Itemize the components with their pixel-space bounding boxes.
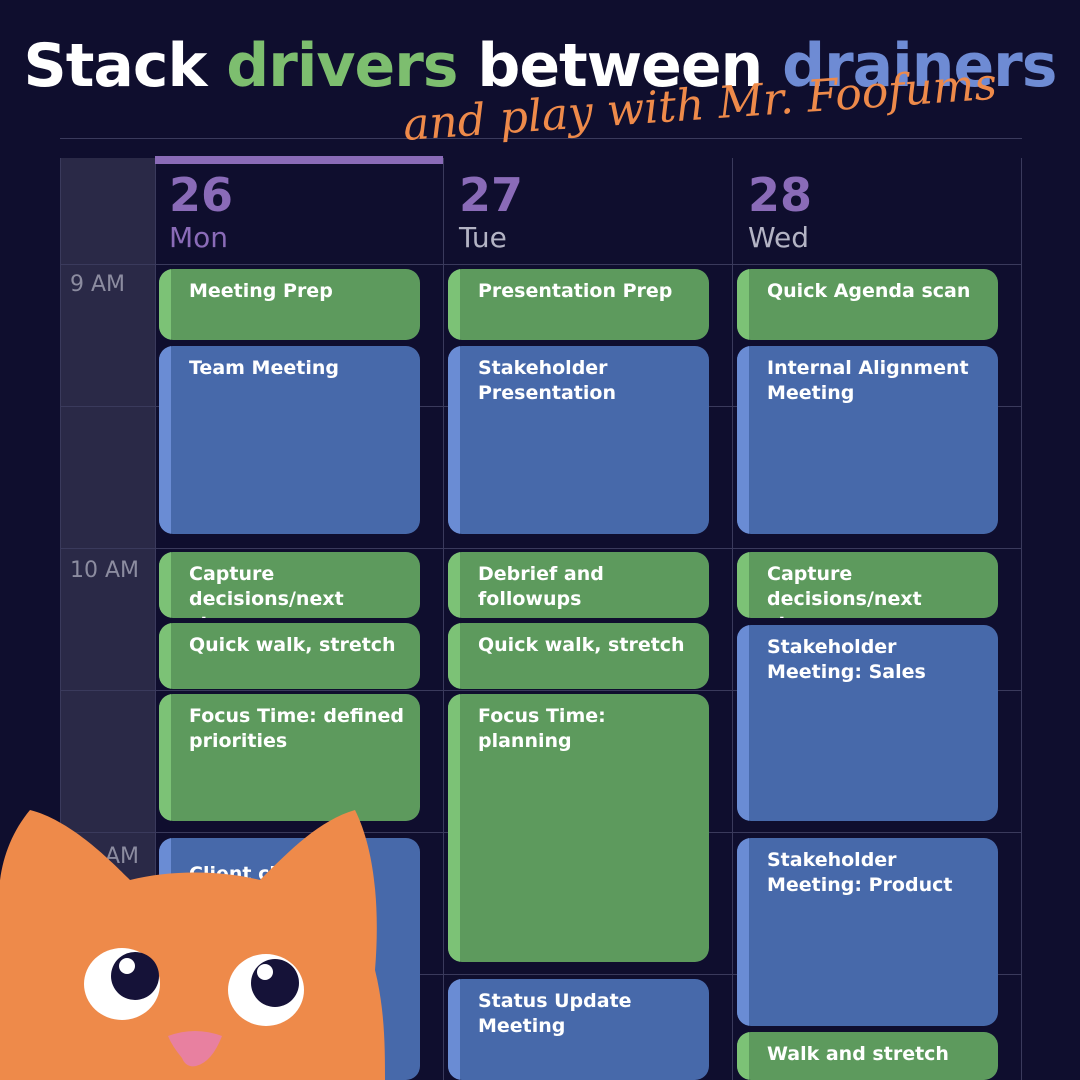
day-name: Wed — [748, 221, 810, 254]
day-name: Tue — [459, 221, 507, 254]
event-block[interactable]: Debrief and followups — [448, 552, 709, 618]
day-header-wed[interactable]: 28 Wed — [748, 168, 988, 254]
day-name: Mon — [169, 221, 229, 254]
time-label: 9 AM — [70, 272, 126, 297]
day-header-tue[interactable]: 27 Tue — [459, 168, 699, 254]
grid-line — [60, 974, 1022, 975]
event-block[interactable]: Walk and stretch — [737, 1032, 998, 1080]
event-block[interactable]: Stakeholder Presentation — [448, 346, 709, 534]
event-block[interactable]: Internal Alignment Meeting — [737, 346, 998, 534]
today-indicator — [155, 156, 443, 164]
day-header-mon[interactable]: 26 Mon — [169, 168, 409, 254]
event-block[interactable]: Stakeholder Meeting: Product — [737, 838, 998, 1026]
grid-line — [1021, 158, 1022, 1080]
grid-line — [60, 158, 61, 1080]
event-block[interactable]: Quick walk, stretch — [159, 623, 420, 689]
header-divider — [60, 138, 1022, 139]
event-block[interactable]: Presentation Prep — [448, 269, 709, 340]
day-number: 27 — [459, 168, 524, 222]
page-title: Stack drivers between drainers — [0, 30, 1080, 102]
grid-line — [60, 690, 1022, 691]
title-part-1: Stack — [23, 31, 227, 101]
event-block[interactable]: Team Meeting — [159, 346, 420, 534]
grid-line — [60, 264, 1022, 265]
grid-line — [443, 158, 444, 1080]
event-block[interactable]: Stakeholder Meeting: Sales — [737, 625, 998, 821]
event-block[interactable]: Capture decisions/next steps — [737, 552, 998, 618]
grid-line — [732, 158, 733, 1080]
day-number: 28 — [748, 168, 813, 222]
title-drivers: drivers — [226, 31, 458, 101]
title-drainers: drainers — [782, 31, 1057, 101]
event-block[interactable]: Focus Time: planning — [448, 694, 709, 962]
event-block[interactable]: Meeting Prep — [159, 269, 420, 340]
event-block[interactable]: Status Update Meeting — [448, 979, 709, 1080]
event-block[interactable]: Quick walk, stretch — [448, 623, 709, 689]
grid-line — [155, 158, 156, 1080]
grid-line — [60, 548, 1022, 549]
time-label: 10 AM — [70, 558, 140, 583]
event-block[interactable]: Focus Time: defined priorities — [159, 694, 420, 821]
day-number: 26 — [169, 168, 234, 222]
cat-icon — [0, 810, 385, 1080]
title-part-2: between — [457, 31, 783, 101]
event-block[interactable]: Quick Agenda scan — [737, 269, 998, 340]
event-block[interactable]: Capture decisions/next steps — [159, 552, 420, 618]
